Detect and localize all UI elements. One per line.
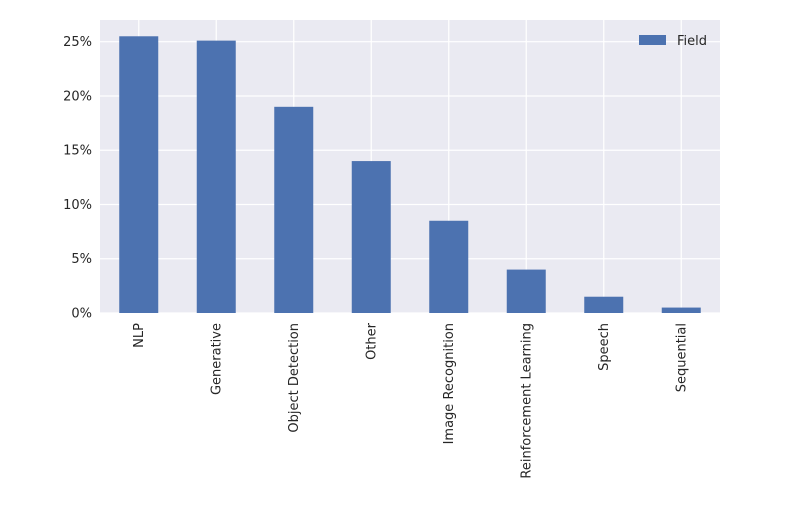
x-tick-label: Sequential xyxy=(674,323,689,392)
bar-reinforcement-learning xyxy=(506,269,546,313)
y-tick-label: 10% xyxy=(63,198,92,213)
x-tick-label: Other xyxy=(364,322,379,360)
x-tick-label: NLP xyxy=(132,323,147,348)
bar-speech xyxy=(584,296,624,313)
legend-swatch xyxy=(639,35,666,45)
x-tick-label: Object Detection xyxy=(287,323,302,433)
y-axis: 0% 5% 10% 15% 20% 25% xyxy=(63,35,92,321)
y-tick-label: 15% xyxy=(63,144,92,159)
y-tick-label: 0% xyxy=(71,307,92,322)
x-tick-label: Image Recognition xyxy=(442,323,457,444)
plot-area xyxy=(100,20,720,313)
bar-nlp xyxy=(119,36,159,314)
x-axis: NLP Generative Object Detection Other Image … xyxy=(132,322,690,478)
bar-object-detection xyxy=(274,106,314,313)
x-tick-label: Generative xyxy=(209,323,224,395)
bar-sequential xyxy=(661,307,701,313)
x-tick-label: Speech xyxy=(597,323,612,371)
bar-other xyxy=(351,161,391,313)
bars xyxy=(119,36,701,314)
legend: Field xyxy=(639,34,707,49)
y-tick-label: 25% xyxy=(63,35,92,50)
x-tick-label: Reinforcement Learning xyxy=(519,323,534,479)
y-tick-label: 5% xyxy=(71,252,92,267)
bar-generative xyxy=(196,40,236,313)
y-tick-label: 20% xyxy=(63,89,92,104)
legend-label: Field xyxy=(677,34,707,49)
bar-image-recognition xyxy=(429,220,469,313)
